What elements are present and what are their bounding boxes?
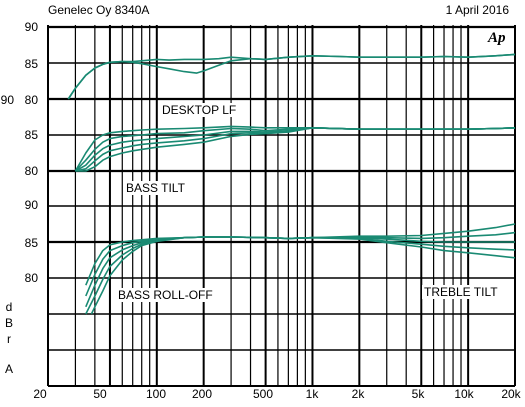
- y-tick-label: 80: [24, 93, 38, 107]
- y-tick-label: 90: [24, 198, 38, 212]
- x-tick-label: 10k: [454, 387, 474, 401]
- y-unit-letter: B: [4, 316, 13, 330]
- x-tick-label: 100: [145, 387, 167, 401]
- y-tick-label: 80: [24, 271, 38, 285]
- annotation-bass-tilt: BASS TILT: [124, 181, 187, 195]
- y-tick-label: 85: [24, 236, 38, 250]
- x-tick-label: 5k: [411, 387, 425, 401]
- y-unit-letter: r: [7, 332, 11, 346]
- header-date: 1 April 2016: [445, 3, 509, 17]
- y-tick-label: 80: [24, 164, 38, 178]
- x-tick-label: 20k: [501, 387, 521, 401]
- annotation-treble-tilt: TREBLE TILT: [422, 285, 500, 299]
- x-tick-label: 20: [33, 387, 47, 401]
- y-tick-label: 90: [24, 20, 38, 34]
- x-tick-label: 200: [191, 387, 213, 401]
- annotation-bass-roll-off: BASS ROLL-OFF: [116, 288, 215, 302]
- y-tick-label: 85: [24, 128, 38, 142]
- response-curve: [75, 127, 516, 172]
- y-tick-label: 85: [24, 57, 38, 71]
- header-title: Genelec Oy 8340A: [48, 3, 150, 17]
- response-curves: [67, 53, 516, 315]
- x-tick-label: 500: [252, 387, 274, 401]
- y-unit-letter: d: [5, 300, 13, 314]
- y-tick-label: 90: [0, 93, 14, 107]
- annotation-desktop-lf: DESKTOP LF: [160, 103, 239, 117]
- response-curve: [67, 53, 516, 100]
- response-curve: [67, 53, 516, 100]
- grid-lines: [47, 25, 516, 387]
- x-tick-label: 50: [93, 387, 107, 401]
- x-tick-label: 2k: [351, 387, 365, 401]
- y-unit-letter: A: [4, 362, 13, 376]
- x-tick-label: 1k: [305, 387, 319, 401]
- response-curve: [90, 236, 516, 315]
- ap-logo: Ap: [488, 30, 506, 46]
